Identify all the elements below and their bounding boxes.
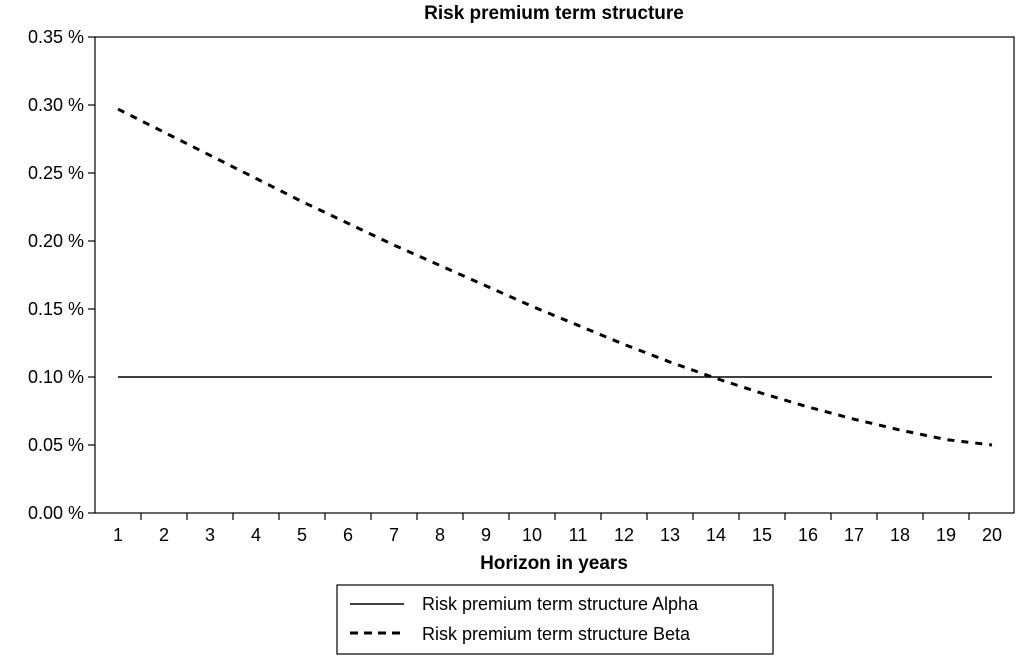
x-tick-label: 17 <box>844 525 864 545</box>
plot-area <box>94 36 1015 514</box>
x-tick-label: 7 <box>389 525 399 545</box>
x-tick-label: 8 <box>435 525 445 545</box>
x-tick-label: 10 <box>522 525 542 545</box>
x-tick-label: 15 <box>752 525 772 545</box>
legend-label-alpha: Risk premium term structure Alpha <box>422 594 699 614</box>
x-tick-label: 19 <box>936 525 956 545</box>
x-tick-label: 14 <box>706 525 726 545</box>
x-tick-label: 4 <box>251 525 261 545</box>
legend-box <box>336 584 774 655</box>
y-tick-label: 0.35 % <box>28 27 84 47</box>
y-tick-label: 0.05 % <box>28 435 84 455</box>
plot-frame <box>94 36 1015 514</box>
x-tick-label: 16 <box>798 525 818 545</box>
y-tick-label: 0.00 % <box>28 503 84 523</box>
x-tick-label: 3 <box>205 525 215 545</box>
x-tick-label: 2 <box>159 525 169 545</box>
x-tick-label: 5 <box>297 525 307 545</box>
legend: Risk premium term structure Alpha Risk p… <box>336 584 774 655</box>
x-tick-label: 11 <box>569 525 588 545</box>
x-tick-label: 18 <box>890 525 910 545</box>
y-tick-label: 0.15 % <box>28 299 84 319</box>
chart-title: Risk premium term structure <box>424 3 684 24</box>
y-axis: 0.00 % 0.05 % 0.10 % 0.15 % 0.20 % 0.25 % 0.30… <box>28 27 95 523</box>
series-layer <box>117 107 993 447</box>
x-tick-label: 1 <box>113 525 123 545</box>
x-tick-label: 9 <box>481 525 491 545</box>
x-tick-label: 6 <box>343 525 353 545</box>
y-tick-label: 0.25 % <box>28 163 84 183</box>
y-tick-label: 0.20 % <box>28 231 84 251</box>
x-axis: 1 2 3 4 5 6 7 8 9 10 11 12 13 14 15 16 17 18 19 20 <box>113 513 1002 545</box>
y-tick-label: 0.10 % <box>28 367 84 387</box>
x-axis-label: Horizon in years <box>480 553 628 574</box>
y-tick-label: 0.30 % <box>28 95 84 115</box>
x-tick-label: 13 <box>660 525 680 545</box>
legend-label-beta: Risk premium term structure Beta <box>422 624 691 644</box>
x-tick-label: 12 <box>614 525 634 545</box>
x-tick-label: 20 <box>982 525 1002 545</box>
